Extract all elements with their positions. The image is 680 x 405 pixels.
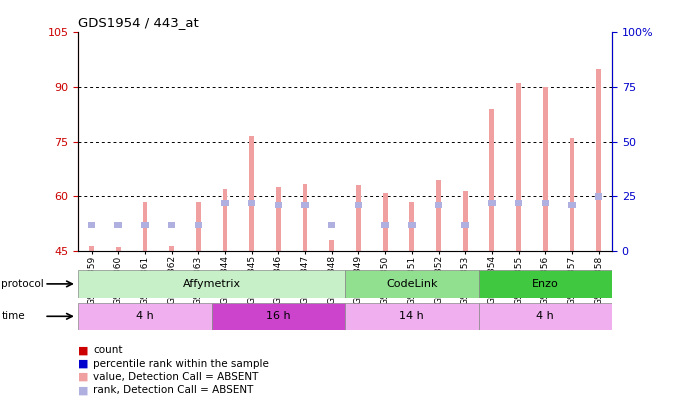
Bar [570, 138, 575, 251]
Bar [329, 240, 334, 251]
Text: ■: ■ [78, 372, 88, 382]
Text: Enzo: Enzo [532, 279, 559, 289]
Bar [276, 187, 281, 251]
Bar [381, 222, 389, 228]
Text: rank, Detection Call = ABSENT: rank, Detection Call = ABSENT [93, 386, 254, 395]
Bar [436, 180, 441, 251]
Bar [222, 189, 227, 251]
Text: Affymetrix: Affymetrix [183, 279, 241, 289]
Text: 4 h: 4 h [537, 311, 554, 321]
Text: 16 h: 16 h [266, 311, 290, 321]
Text: percentile rank within the sample: percentile rank within the sample [93, 359, 269, 369]
Bar [488, 200, 496, 206]
Bar [345, 303, 479, 330]
Bar [211, 303, 345, 330]
Text: 4 h: 4 h [136, 311, 154, 321]
Bar [355, 202, 362, 209]
Bar [301, 202, 309, 209]
Text: ■: ■ [78, 345, 88, 355]
Bar [490, 109, 494, 251]
Bar [250, 136, 254, 251]
Bar [116, 247, 120, 251]
Text: GDS1954 / 443_at: GDS1954 / 443_at [78, 16, 199, 29]
Bar [141, 222, 149, 228]
Bar [462, 222, 469, 228]
Bar [196, 202, 201, 251]
Bar [194, 222, 202, 228]
Bar [168, 222, 175, 228]
Bar [435, 202, 442, 209]
Bar [345, 270, 479, 298]
Text: time: time [1, 311, 25, 321]
Bar [541, 200, 549, 206]
Text: 14 h: 14 h [399, 311, 424, 321]
Bar [463, 191, 468, 251]
Bar [328, 222, 335, 228]
Bar [515, 200, 522, 206]
Bar [479, 270, 612, 298]
Bar [383, 193, 388, 251]
Bar [143, 202, 148, 251]
Bar [275, 202, 282, 209]
Bar [221, 200, 228, 206]
Text: ■: ■ [78, 386, 88, 395]
Bar [88, 222, 95, 228]
Text: count: count [93, 345, 122, 355]
Bar [595, 193, 602, 200]
Bar [596, 69, 601, 251]
Bar [78, 303, 211, 330]
Bar [408, 222, 415, 228]
Bar [409, 202, 414, 251]
Bar [303, 184, 307, 251]
Bar [114, 222, 122, 228]
Bar [89, 245, 94, 251]
Bar [78, 270, 345, 298]
Bar [568, 202, 576, 209]
Bar [356, 185, 361, 251]
Bar [516, 83, 521, 251]
Text: CodeLink: CodeLink [386, 279, 437, 289]
Bar [479, 303, 612, 330]
Bar [169, 245, 174, 251]
Text: protocol: protocol [1, 279, 44, 289]
Text: value, Detection Call = ABSENT: value, Detection Call = ABSENT [93, 372, 258, 382]
Bar [543, 87, 547, 251]
Bar [248, 200, 256, 206]
Text: ■: ■ [78, 359, 88, 369]
